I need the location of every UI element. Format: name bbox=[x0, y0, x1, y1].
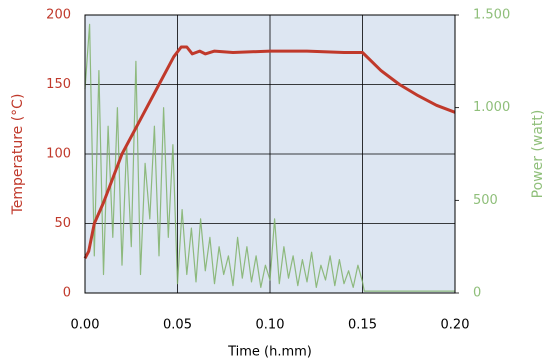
x-tick-label: 0.05 bbox=[163, 318, 192, 333]
x-tick-label: 0.00 bbox=[71, 318, 100, 333]
y2-tick-label: 0 bbox=[473, 286, 481, 301]
y2-tick-label: 1.000 bbox=[473, 100, 510, 115]
y-tick-label: 150 bbox=[46, 77, 71, 92]
y2-tick-label: 1.500 bbox=[473, 8, 510, 23]
x-tick-label: 0.15 bbox=[348, 318, 377, 333]
power-line bbox=[84, 23, 455, 292]
y-tick-label: 200 bbox=[46, 8, 71, 23]
y2-axis-label: Power (watt) bbox=[530, 110, 546, 199]
x-tick-label: 0.10 bbox=[256, 318, 285, 333]
y-tick-label: 0 bbox=[63, 286, 71, 301]
x-tick-label: 0.20 bbox=[441, 318, 470, 333]
plot-border bbox=[84, 14, 456, 294]
y2-tick-label: 500 bbox=[473, 193, 498, 208]
y-tick-label: 100 bbox=[46, 147, 71, 162]
temperature-line bbox=[83, 45, 456, 260]
x-axis-label: Time (h.mm) bbox=[227, 345, 312, 360]
y-axis-label: Temperature (°C) bbox=[10, 94, 26, 216]
y-tick-label: 50 bbox=[54, 216, 71, 231]
